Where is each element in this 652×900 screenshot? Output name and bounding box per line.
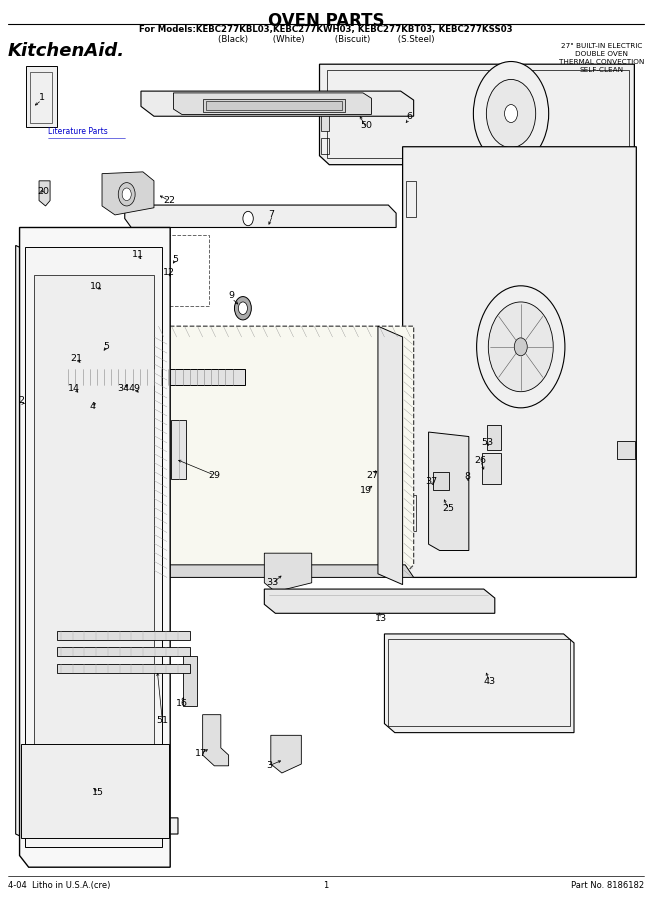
Polygon shape [203,715,229,766]
Text: 49: 49 [128,384,140,393]
Text: 7: 7 [268,211,274,220]
Polygon shape [152,565,413,578]
Text: 12: 12 [163,268,175,277]
Bar [321,138,329,154]
Circle shape [118,183,135,206]
Bar [183,656,198,706]
Text: 51: 51 [156,716,168,725]
Text: 3: 3 [266,761,272,770]
Text: 6: 6 [406,112,412,121]
Polygon shape [141,91,413,116]
Polygon shape [264,590,495,613]
Text: 1: 1 [323,881,329,890]
Text: Part No. 8186182: Part No. 8186182 [571,881,644,890]
Text: 15: 15 [91,788,104,797]
Bar [25,248,162,847]
Text: Literature Parts: Literature Parts [48,127,108,136]
Text: 11: 11 [132,250,143,259]
Bar [203,99,346,112]
Polygon shape [152,317,413,574]
Polygon shape [39,181,50,206]
Bar [487,425,501,450]
Polygon shape [21,744,169,838]
Text: 29: 29 [209,471,220,480]
Circle shape [239,302,248,314]
Polygon shape [402,147,636,578]
Polygon shape [264,554,312,592]
Bar [433,472,449,490]
Polygon shape [428,432,469,551]
Bar [30,72,52,122]
Circle shape [488,302,554,392]
Polygon shape [152,326,169,578]
Bar [321,109,329,131]
Circle shape [473,61,549,166]
Text: 14: 14 [68,384,80,393]
Text: 37: 37 [425,477,437,486]
Text: 53: 53 [481,438,493,447]
Polygon shape [57,631,190,640]
Circle shape [477,286,565,408]
Text: 2: 2 [18,396,24,405]
Polygon shape [102,172,154,215]
Text: OVEN PARTS: OVEN PARTS [268,13,384,31]
Text: 8: 8 [464,472,471,482]
Polygon shape [319,64,634,165]
Polygon shape [271,735,301,773]
Text: 9: 9 [229,292,235,301]
Bar [111,260,151,273]
Text: 21: 21 [70,354,82,363]
Bar [406,181,416,217]
Bar [482,453,501,484]
Polygon shape [57,663,190,672]
Circle shape [486,79,536,148]
Text: 5: 5 [104,342,110,351]
Text: KitchenAid.: KitchenAid. [8,41,125,59]
Text: 5: 5 [172,256,179,265]
Polygon shape [16,246,35,843]
Text: 20: 20 [38,187,50,196]
Text: 25: 25 [442,504,454,513]
Polygon shape [385,634,574,733]
Text: (Black)         (White)           (Biscuit)          (S.Steel): (Black) (White) (Biscuit) (S.Steel) [218,34,434,43]
Text: 50: 50 [361,121,372,130]
Text: 13: 13 [375,614,387,623]
Bar [26,66,57,127]
Circle shape [505,104,518,122]
Circle shape [243,212,253,226]
Bar [171,420,186,479]
Polygon shape [20,228,170,868]
Text: 4: 4 [89,402,95,411]
Text: 1: 1 [38,93,44,102]
Text: For Models:KEBC277KBL03,KEBC277KWH03, KEBC277KBT03, KEBC277KSS03: For Models:KEBC277KBL03,KEBC277KWH03, KE… [139,24,513,33]
Text: 4-04  Litho in U.S.A.(cre): 4-04 Litho in U.S.A.(cre) [8,881,110,890]
Text: 10: 10 [89,283,102,292]
Text: 27: 27 [366,471,379,480]
Text: 33: 33 [267,579,279,588]
Bar [34,275,154,832]
Polygon shape [173,93,372,114]
Circle shape [514,338,527,356]
Text: 43: 43 [484,677,496,686]
Circle shape [122,188,131,201]
Polygon shape [378,326,402,585]
Bar [406,495,416,531]
Polygon shape [42,246,178,834]
Text: 22: 22 [163,196,175,205]
Text: 17: 17 [196,749,207,758]
Circle shape [235,297,251,320]
Polygon shape [125,205,396,228]
Text: 19: 19 [361,486,372,495]
Text: 34: 34 [117,384,130,393]
Bar [206,101,342,110]
Polygon shape [57,647,190,656]
Text: 27" BUILT-IN ELECTRIC
DOUBLE OVEN
THERMAL CONVECTION
SELF-CLEAN: 27" BUILT-IN ELECTRIC DOUBLE OVEN THERMA… [559,42,644,73]
Bar [70,274,167,293]
Bar [327,70,629,158]
Bar [617,441,635,459]
Polygon shape [65,369,245,385]
Text: 16: 16 [176,698,188,707]
Text: 26: 26 [475,456,486,465]
